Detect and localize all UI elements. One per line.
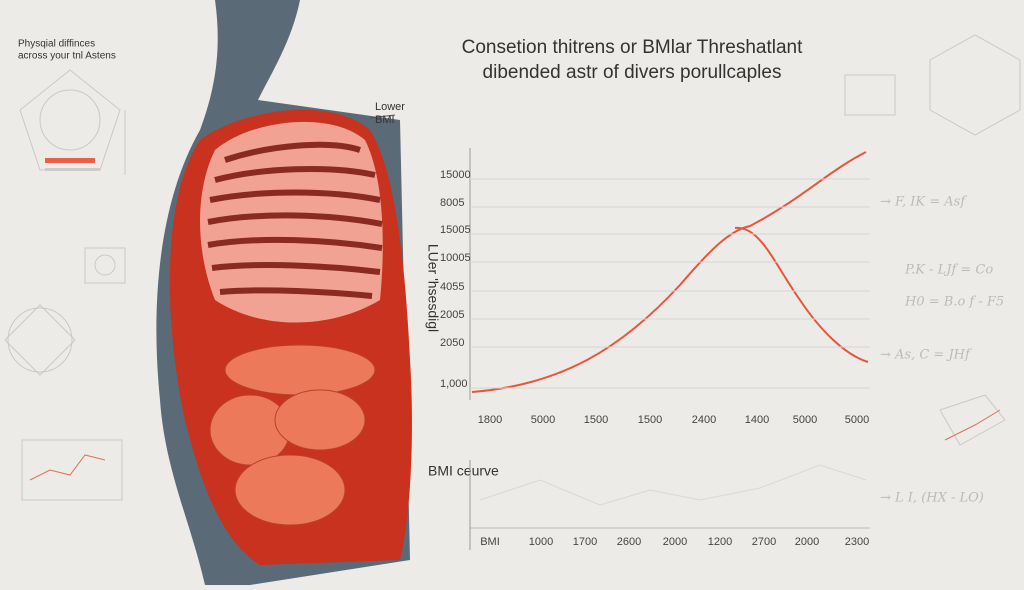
- x-tick-label: 1400: [745, 414, 769, 426]
- y-axis-label: LUer 'hsesdigl: [425, 244, 441, 332]
- lower-chart-title: BMI ceurve: [428, 463, 499, 479]
- x-tick-label: 5000: [845, 414, 869, 426]
- x-tick-label: 5000: [531, 414, 555, 426]
- curve: [471, 151, 867, 393]
- x-tick-label: 2400: [692, 414, 716, 426]
- callout-text: BMI: [375, 114, 395, 126]
- callout-text: Lower: [375, 101, 405, 113]
- curve: [734, 226, 869, 363]
- x-tick-label: BMI: [480, 536, 500, 548]
- x-tick-label: 1800: [478, 414, 502, 426]
- intro-text: across your tnl Astens: [18, 51, 116, 62]
- organs: [209, 344, 376, 526]
- callout-arrow: [369, 114, 396, 119]
- x-tick-label: 1700: [573, 536, 597, 548]
- y-tick-label: 2005: [440, 309, 464, 321]
- formula: → L I, (HX - LO): [880, 491, 984, 506]
- faint-curve: [479, 464, 867, 506]
- formula: P.K - LJf = Co: [904, 263, 993, 278]
- title: Consetion thitrens or BMlar Threshatlant: [462, 37, 803, 58]
- formula: H0 = B.o f - F5: [904, 295, 1004, 310]
- intro-text: Physqial diffinces: [18, 39, 95, 50]
- title: dibended astr of divers porullcaples: [483, 62, 782, 83]
- legend-bar: [45, 168, 100, 171]
- x-tick-label: 1200: [708, 536, 732, 548]
- y-tick-label: 15000: [440, 169, 471, 181]
- y-tick-label: 4055: [440, 281, 464, 293]
- x-tick-label: 2600: [617, 536, 641, 548]
- formula: → As, C = JHf: [880, 348, 972, 363]
- legend-bar: [45, 158, 95, 163]
- formula: → F, IK = Asf: [880, 195, 967, 210]
- ribs: [207, 141, 383, 299]
- x-tick-label: 2000: [795, 536, 819, 548]
- x-tick-label: 1000: [529, 536, 553, 548]
- y-tick-label: 8005: [440, 197, 464, 209]
- x-tick-label: 5000: [793, 414, 817, 426]
- y-tick-label: 1,000: [440, 378, 468, 390]
- y-tick-label: 15005: [440, 224, 471, 236]
- sketches: [4, 34, 1021, 501]
- y-tick-label: 10005: [440, 252, 471, 264]
- x-tick-label: 2000: [663, 536, 687, 548]
- x-tick-label: 2300: [845, 536, 869, 548]
- y-tick-label: 2050: [440, 337, 464, 349]
- x-tick-label: 1500: [584, 414, 608, 426]
- x-tick-label: 2700: [752, 536, 776, 548]
- x-tick-label: 1500: [638, 414, 662, 426]
